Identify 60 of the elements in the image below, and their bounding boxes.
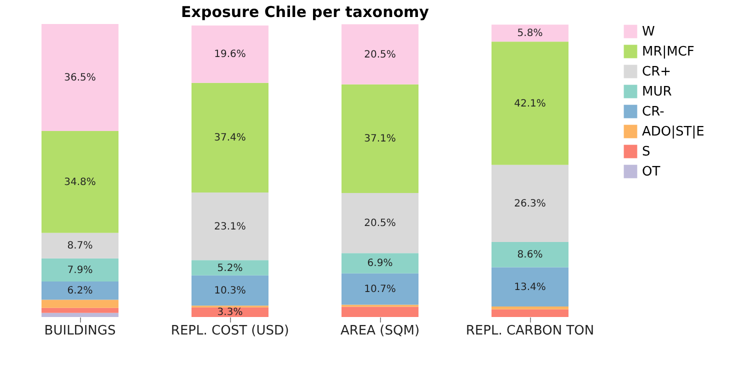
bar xyxy=(192,82,268,192)
bar xyxy=(42,308,118,313)
bar xyxy=(192,260,268,276)
bar xyxy=(342,253,418,274)
data-label: 10.3% xyxy=(214,285,246,296)
bar xyxy=(192,192,268,260)
data-label: 42.1% xyxy=(514,98,546,110)
bar xyxy=(42,232,118,258)
bar xyxy=(492,306,568,310)
data-label: 13.4% xyxy=(514,282,546,293)
legend-label: S xyxy=(642,144,650,160)
bar xyxy=(42,130,118,233)
x-tick-label: REPL. COST (USD) xyxy=(170,324,290,338)
data-label: 34.8% xyxy=(64,176,96,188)
bar xyxy=(342,84,418,194)
data-label: 8.6% xyxy=(517,250,543,261)
data-label: 20.5% xyxy=(364,218,396,230)
bar xyxy=(342,273,418,305)
x-tick-label: BUILDINGS xyxy=(44,324,116,338)
bar xyxy=(42,24,118,131)
bar xyxy=(492,242,568,268)
bar xyxy=(192,25,268,83)
x-tick-label: REPL. CARBON TON xyxy=(466,324,594,338)
data-label: 23.1% xyxy=(214,221,246,232)
data-label: 7.9% xyxy=(67,264,93,276)
data-label: 26.3% xyxy=(514,198,546,210)
legend-label: MR|MCF xyxy=(642,44,694,60)
bar xyxy=(342,193,418,254)
data-label: 36.5% xyxy=(64,72,96,84)
bar xyxy=(192,275,268,306)
bar xyxy=(492,309,568,317)
data-label: 19.6% xyxy=(214,49,246,60)
bar xyxy=(342,306,418,317)
data-label: 20.5% xyxy=(364,49,396,60)
data-label: 37.4% xyxy=(214,132,246,144)
legend-label: MUR xyxy=(642,84,672,100)
legend-label: CR- xyxy=(642,104,665,120)
bar xyxy=(492,24,568,42)
data-label: 5.2% xyxy=(217,262,243,274)
legend-label: W xyxy=(642,24,655,40)
data-label: 3.3% xyxy=(217,307,243,318)
legend-label: ADO|ST|E xyxy=(642,124,704,140)
data-label: 6.2% xyxy=(67,286,93,297)
legend-label: CR+ xyxy=(642,64,672,80)
bar xyxy=(492,267,568,306)
chart-title: Exposure Chile per taxonomy xyxy=(181,3,430,21)
legend-label: OT xyxy=(642,164,660,180)
bar xyxy=(42,258,118,282)
bar xyxy=(492,164,568,242)
bar xyxy=(492,42,568,165)
data-label: 6.9% xyxy=(367,258,393,270)
data-label: 8.7% xyxy=(67,240,93,252)
bar xyxy=(42,300,118,308)
bar xyxy=(342,24,418,84)
bar xyxy=(42,282,118,300)
x-tick-label: AREA (SQM) xyxy=(340,324,420,338)
data-label: 5.8% xyxy=(517,28,543,40)
data-label: 37.1% xyxy=(364,134,396,145)
data-label: 10.7% xyxy=(364,284,396,296)
bar xyxy=(42,312,118,317)
